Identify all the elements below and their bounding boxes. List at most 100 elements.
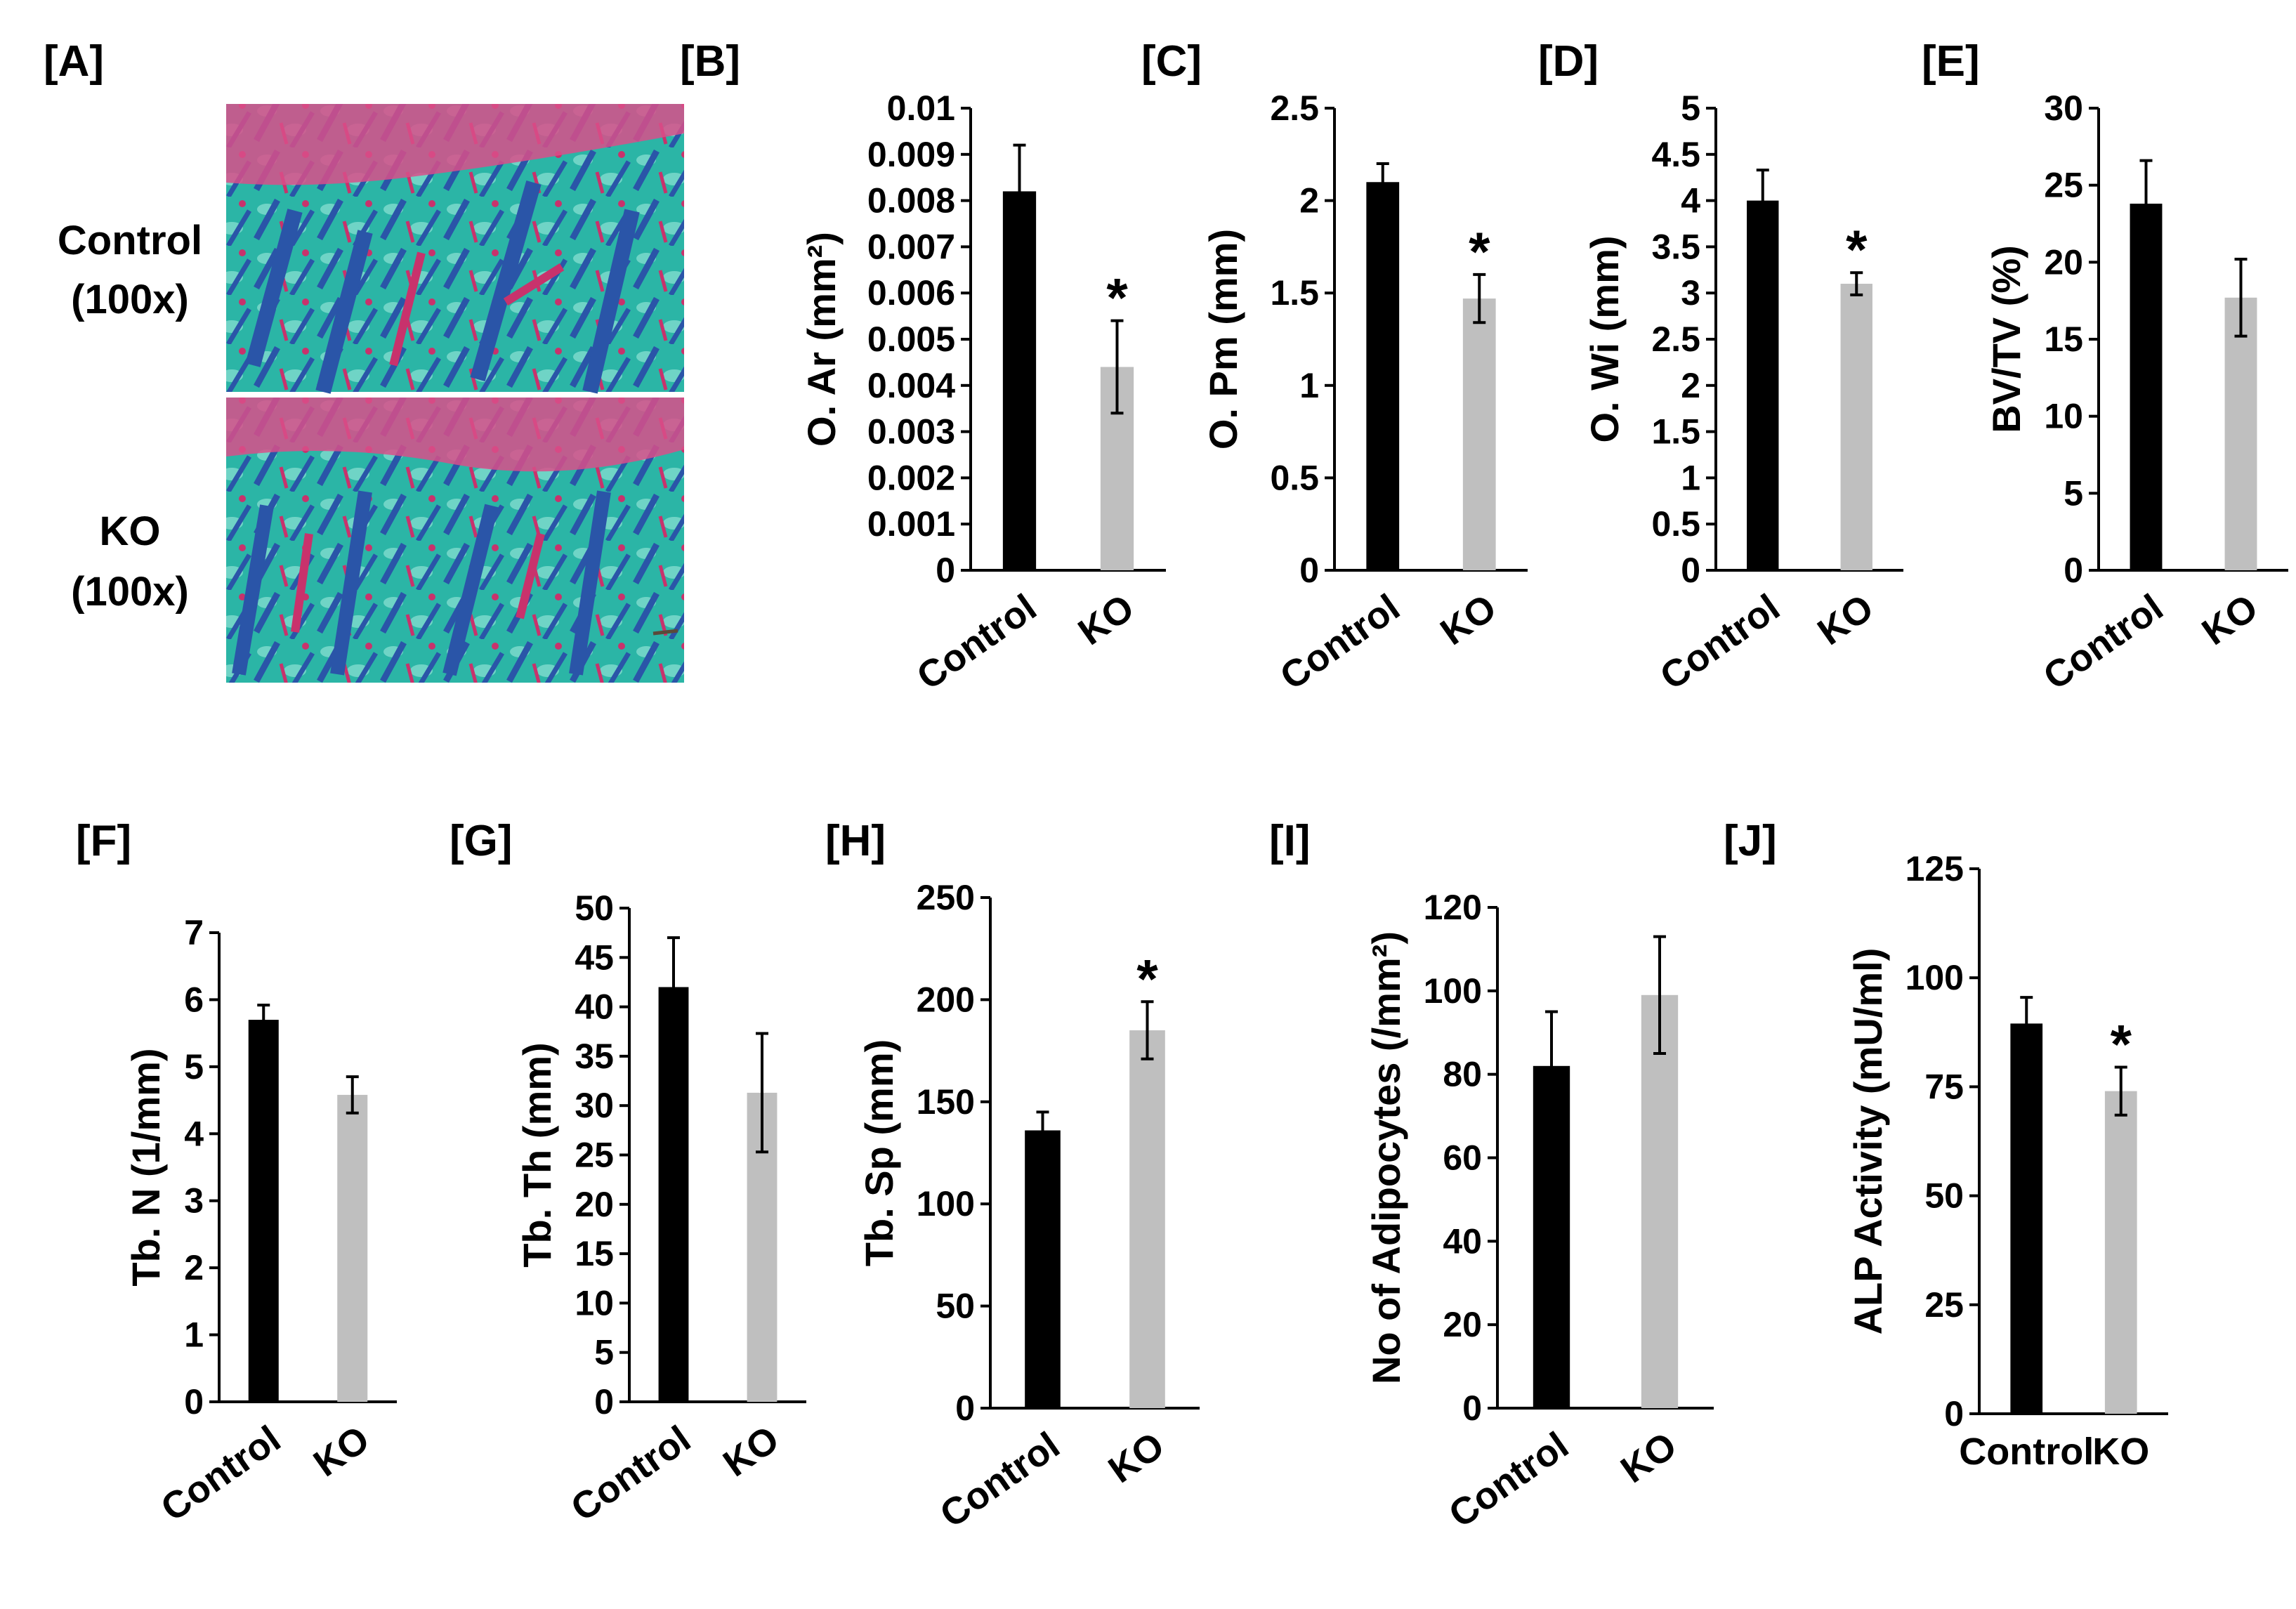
panel-a-label: [A] [44, 37, 104, 86]
y-tick-label: 6 [184, 980, 204, 1019]
chart-panel-f: [F] 0 1 2 3 4 5 6 7 Tb. N (1/mm) Control KO [76, 817, 397, 1530]
bar-ko [1129, 1030, 1165, 1408]
panel-label: [B] [680, 37, 740, 86]
y-tick-label: 0.5 [1651, 504, 1700, 544]
y-tick-label: 40 [575, 987, 614, 1027]
y-tick-label: 1.5 [1651, 412, 1700, 452]
y-tick-label: 35 [575, 1037, 614, 1076]
y-tick-label: 3.5 [1651, 227, 1700, 266]
y-tick-label: 0.006 [867, 273, 955, 313]
bar-control [1366, 182, 1400, 570]
bar-control [1747, 200, 1779, 571]
y-axis-title: No of Adipocytes (/mm²) [1364, 931, 1408, 1384]
y-tick-label: 100 [1424, 971, 1482, 1011]
y-tick-label: 1.5 [1270, 273, 1319, 313]
y-tick-label: 0 [1681, 551, 1700, 590]
y-tick-label: 0 [1299, 551, 1319, 590]
bar-ko [337, 1094, 368, 1402]
y-tick-label: 0 [1944, 1394, 1964, 1433]
chart-panel-c: [C] 0 0.5 1 1.5 2 2.5 O. Pm (mm) Control * KO [1141, 37, 1528, 698]
bar-ko [1840, 284, 1872, 570]
y-tick-label: 0.001 [867, 504, 955, 544]
y-axis-title: O. Wi (mm) [1582, 235, 1627, 442]
y-tick-label: 4 [1681, 181, 1700, 221]
x-category-label: KO [2195, 586, 2266, 654]
y-tick-label: 0.002 [867, 458, 955, 497]
y-tick-label: 0.004 [867, 366, 955, 405]
y-tick-label: 2 [184, 1248, 204, 1287]
y-tick-label: 120 [1424, 888, 1482, 927]
y-tick-label: 4.5 [1651, 135, 1700, 174]
y-tick-label: 5 [1681, 88, 1700, 128]
y-tick-label: 1 [1299, 366, 1319, 405]
chart-panel-j: [J] 0 25 50 75 100 125 ALP Activity (mU/ml) Cont… [1724, 817, 2168, 1473]
y-tick-label: 0.003 [867, 412, 955, 452]
y-tick-label: 10 [2044, 397, 2083, 436]
y-tick-label: 0.01 [887, 88, 955, 128]
y-tick-label: 0.009 [867, 135, 955, 174]
x-category-label: KO [1433, 586, 1504, 654]
y-tick-label: 100 [1905, 958, 1964, 997]
y-tick-label: 25 [1924, 1285, 1964, 1325]
x-category-label: KO [306, 1418, 377, 1485]
y-tick-label: 30 [575, 1086, 614, 1125]
y-tick-label: 7 [184, 913, 204, 952]
y-tick-label: 2.5 [1270, 88, 1319, 128]
y-tick-label: 45 [575, 938, 614, 977]
bar-control [248, 1020, 279, 1402]
y-tick-label: 0.007 [867, 227, 955, 266]
y-axis-title: ALP Activity (mU/ml) [1846, 948, 1890, 1335]
bar-control [1533, 1065, 1570, 1408]
y-tick-label: 200 [917, 980, 975, 1019]
y-axis-title: O. Pm (mm) [1201, 229, 1245, 449]
histology-image-ko [226, 398, 684, 683]
bar-control [1025, 1130, 1061, 1408]
y-tick-label: 60 [1443, 1138, 1482, 1178]
y-tick-label: 100 [917, 1184, 975, 1223]
panel-a: [A] Control (100x) KO (100x) [44, 37, 684, 683]
y-tick-label: 2 [1681, 366, 1700, 405]
y-tick-label: 5 [184, 1047, 204, 1086]
y-tick-label: 150 [917, 1082, 975, 1122]
y-tick-label: 75 [1924, 1067, 1964, 1106]
y-tick-label: 2 [1299, 181, 1319, 221]
y-tick-label: 0 [184, 1382, 204, 1421]
y-tick-label: 5 [2064, 473, 2083, 513]
y-tick-label: 4 [184, 1114, 204, 1153]
chart-panel-e: [E] 0 5 10 15 20 25 30 BV/TV (%) Control KO [1922, 37, 2288, 698]
bar-control [2130, 203, 2163, 570]
row-magnification-ko: (100x) [71, 569, 189, 615]
y-axis-title: Tb. Th (mm) [515, 1042, 559, 1267]
y-tick-label: 0 [594, 1382, 614, 1421]
chart-panel-h: [H] 0 50 100 150 200 250 Tb. Sp (mm) Control * KO [825, 817, 1200, 1536]
x-category-label: Control [1441, 1424, 1576, 1536]
significance-star: * [1106, 267, 1128, 329]
y-tick-label: 125 [1905, 849, 1964, 888]
bar-control [658, 987, 689, 1402]
panel-label: [D] [1538, 37, 1599, 86]
panel-label: [F] [76, 817, 131, 865]
bar-ko [2224, 297, 2257, 570]
y-tick-label: 5 [594, 1333, 614, 1372]
significance-star: * [1136, 947, 1158, 1009]
row-label-control: Control [58, 218, 202, 263]
significance-star: * [1846, 218, 1868, 280]
y-tick-label: 20 [2044, 242, 2083, 282]
y-tick-label: 50 [936, 1287, 975, 1326]
y-tick-label: 3 [184, 1181, 204, 1221]
histology-image-control [226, 104, 684, 394]
row-label-ko: KO [100, 508, 161, 554]
panel-label: [H] [825, 817, 886, 865]
panel-label: [E] [1922, 37, 1980, 86]
chart-panel-d: [D] 0 0.5 1 1.5 2 2.5 3 3.5 4 4.5 5 O. Wi (mm) Contro… [1538, 37, 1903, 698]
y-tick-label: 2.5 [1651, 320, 1700, 359]
y-tick-label: 0 [2064, 551, 2083, 590]
y-axis-title: O. Ar (mm²) [799, 232, 844, 447]
y-axis-title: Tb. Sp (mm) [857, 1039, 901, 1267]
y-tick-label: 0.5 [1270, 458, 1319, 497]
significance-star: * [2111, 1013, 2132, 1075]
x-category-label: Control [563, 1418, 698, 1530]
x-category-label: Control [1273, 586, 1408, 698]
bar-ko [2104, 1091, 2137, 1414]
